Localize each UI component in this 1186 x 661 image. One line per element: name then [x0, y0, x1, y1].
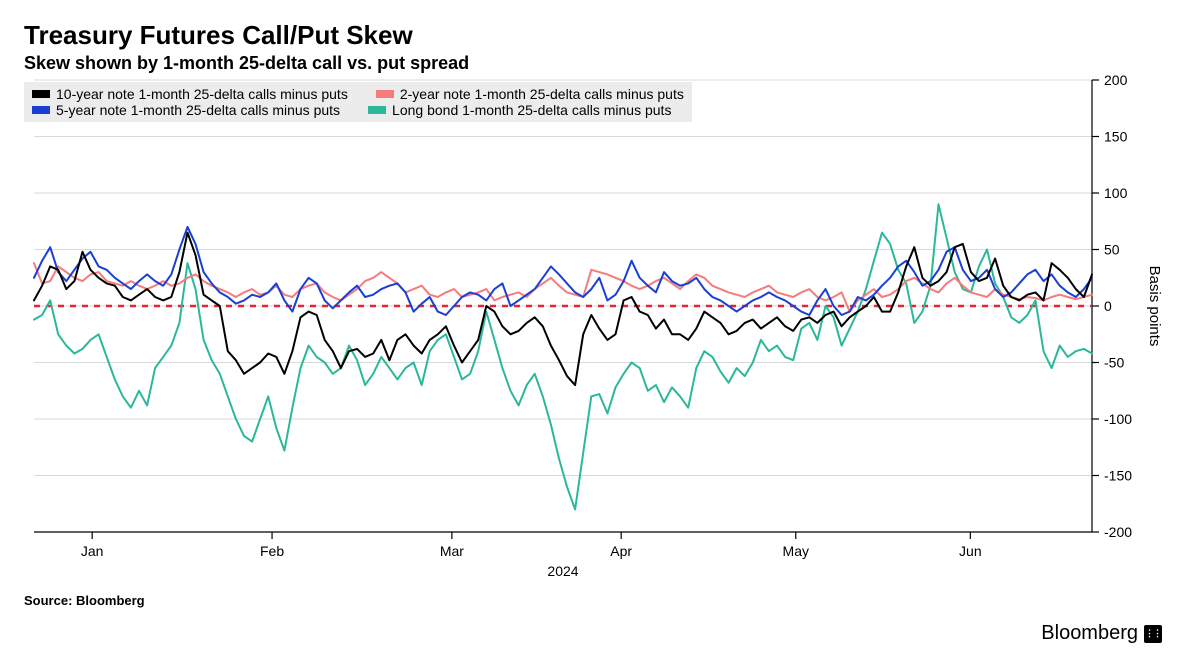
svg-text:50: 50: [1104, 242, 1120, 258]
svg-text:-100: -100: [1104, 411, 1132, 427]
svg-text:150: 150: [1104, 129, 1128, 145]
svg-text:2024: 2024: [547, 563, 578, 579]
svg-text:-150: -150: [1104, 468, 1132, 484]
svg-text:100: 100: [1104, 185, 1128, 201]
svg-text:-200: -200: [1104, 524, 1132, 540]
source-label: Source: Bloomberg: [24, 593, 1162, 608]
brand-logo: Bloomberg ⋮⋮: [1041, 622, 1162, 645]
svg-text:200: 200: [1104, 74, 1128, 88]
chart-title: Treasury Futures Call/Put Skew: [24, 20, 1162, 51]
svg-text:Jan: Jan: [81, 543, 104, 559]
svg-text:Feb: Feb: [260, 543, 284, 559]
svg-text:Mar: Mar: [440, 543, 464, 559]
svg-text:-50: -50: [1104, 355, 1124, 371]
brand-text: Bloomberg: [1041, 622, 1138, 645]
line-chart-svg: -200 -150 -100 -50 0 50 100 150 200 Jan Feb Mar Apr M…: [24, 74, 1162, 582]
svg-text:Jun: Jun: [959, 543, 982, 559]
svg-text:Basis points: Basis points: [1146, 266, 1162, 347]
brand-icon: ⋮⋮: [1144, 625, 1162, 643]
chart-subtitle: Skew shown by 1-month 25-delta call vs. …: [24, 53, 1162, 74]
svg-text:May: May: [783, 543, 809, 559]
svg-text:Apr: Apr: [610, 543, 632, 559]
chart-area: -200 -150 -100 -50 0 50 100 150 200 Jan Feb Mar Apr M…: [24, 74, 1162, 587]
svg-text:0: 0: [1104, 298, 1112, 314]
